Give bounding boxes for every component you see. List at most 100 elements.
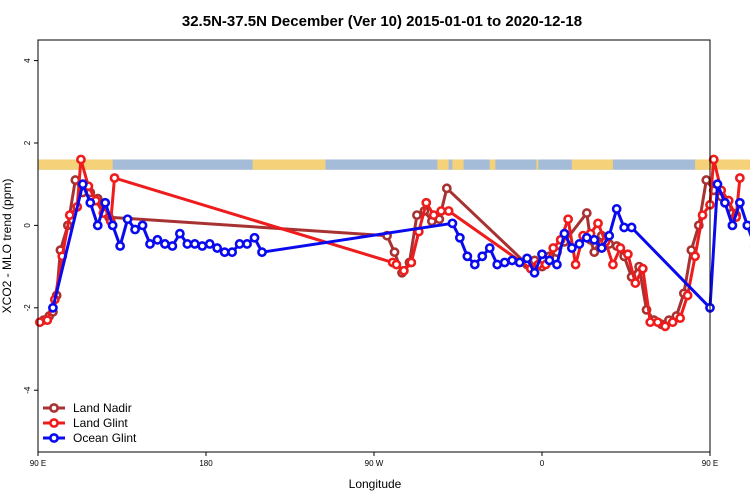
- data-point: [652, 317, 663, 328]
- data-point: [660, 321, 671, 332]
- data-point: [514, 257, 525, 268]
- legend-item: Ocean Glint: [43, 431, 137, 445]
- map-strip-land: [695, 159, 750, 170]
- data-point: [160, 239, 170, 249]
- data-point: [581, 208, 592, 218]
- data-point: [552, 259, 562, 270]
- x-tick-label: 90 E: [30, 459, 46, 468]
- data-point: [219, 247, 230, 258]
- legend-label: Ocean Glint: [73, 431, 137, 445]
- data-point: [122, 214, 133, 225]
- data-point: [589, 247, 600, 258]
- data-point: [107, 220, 118, 231]
- data-point: [174, 228, 185, 239]
- data-point: [48, 302, 58, 313]
- data-point: [727, 220, 738, 231]
- data-point: [626, 222, 637, 233]
- data-point: [608, 259, 618, 270]
- data-point: [115, 241, 126, 251]
- data-point: [563, 214, 574, 225]
- legend-marker: [49, 403, 59, 413]
- data-point: [593, 218, 603, 229]
- x-tick-label: 90 W: [365, 459, 384, 468]
- data-point: [77, 179, 88, 190]
- data-point: [604, 230, 615, 241]
- data-point: [412, 210, 422, 220]
- series-land-nadir: [38, 175, 742, 330]
- data-point: [257, 247, 267, 258]
- data-point: [109, 173, 120, 183]
- data-point: [64, 210, 75, 220]
- data-point: [477, 251, 488, 262]
- data-point: [167, 241, 178, 251]
- data-point: [566, 243, 577, 253]
- data-point: [697, 210, 708, 220]
- data-point: [637, 263, 648, 274]
- data-point: [428, 210, 439, 220]
- data-point: [499, 257, 510, 268]
- data-point: [92, 220, 103, 231]
- data-point: [406, 257, 417, 268]
- legend-item: Land Nadir: [43, 401, 132, 415]
- data-point: [522, 253, 532, 264]
- data-point: [537, 249, 547, 260]
- data-point: [708, 154, 719, 165]
- data-point: [462, 251, 473, 262]
- legend-item: Land Glint: [43, 416, 128, 430]
- data-point: [447, 218, 458, 229]
- legend-marker: [49, 433, 59, 443]
- data-point: [675, 313, 686, 323]
- data-point: [589, 234, 600, 245]
- data-point: [137, 220, 148, 231]
- data-point: [492, 259, 503, 270]
- data-point: [507, 255, 518, 266]
- legend-marker: [49, 418, 59, 428]
- y-tick-label: 2: [23, 140, 32, 145]
- x-tick-label: 90 E: [702, 459, 718, 468]
- map-strip-land: [252, 159, 326, 170]
- data-point: [596, 243, 607, 253]
- data-point: [249, 232, 260, 243]
- y-axis-label: XCO2 - MLO trend (ppm): [0, 179, 14, 314]
- data-point: [234, 239, 245, 249]
- y-tick-label: 4: [23, 58, 32, 63]
- data-point: [645, 317, 656, 328]
- data-point: [389, 247, 400, 258]
- data-point: [734, 197, 745, 208]
- data-point: [204, 239, 215, 249]
- y-tick-label: 0: [23, 223, 32, 228]
- data-point: [454, 232, 465, 243]
- data-point: [441, 183, 452, 194]
- x-axis: 90 E 180 90 W 0 90 E: [30, 452, 718, 468]
- data-point: [469, 259, 480, 270]
- legend-label: Land Glint: [73, 416, 128, 430]
- data-point: [398, 265, 409, 276]
- data-point: [100, 197, 111, 208]
- map-strip-land: [38, 159, 113, 170]
- data-point: [34, 317, 45, 328]
- data-point: [548, 243, 559, 253]
- data-point: [189, 239, 200, 249]
- chart-title: 32.5N-37.5N December (Ver 10) 2015-01-01…: [182, 13, 582, 30]
- data-point: [76, 154, 86, 165]
- map-strip-land: [489, 159, 496, 170]
- data-point: [622, 249, 633, 260]
- data-point: [391, 259, 402, 270]
- data-point: [701, 175, 712, 185]
- map-strip-land: [452, 159, 464, 170]
- plot-area: [34, 154, 750, 332]
- data-point: [544, 255, 555, 266]
- x-tick-label: 180: [199, 459, 213, 468]
- data-point: [682, 290, 693, 301]
- data-point: [559, 228, 570, 239]
- series-ocean-glint: [48, 179, 750, 313]
- data-point: [145, 239, 155, 249]
- data-point: [197, 241, 208, 251]
- y-tick-label: -4: [23, 386, 32, 394]
- data-point: [630, 278, 641, 288]
- map-strip-land: [571, 159, 613, 170]
- x-tick-label: 0: [540, 459, 545, 468]
- data-point: [443, 206, 454, 216]
